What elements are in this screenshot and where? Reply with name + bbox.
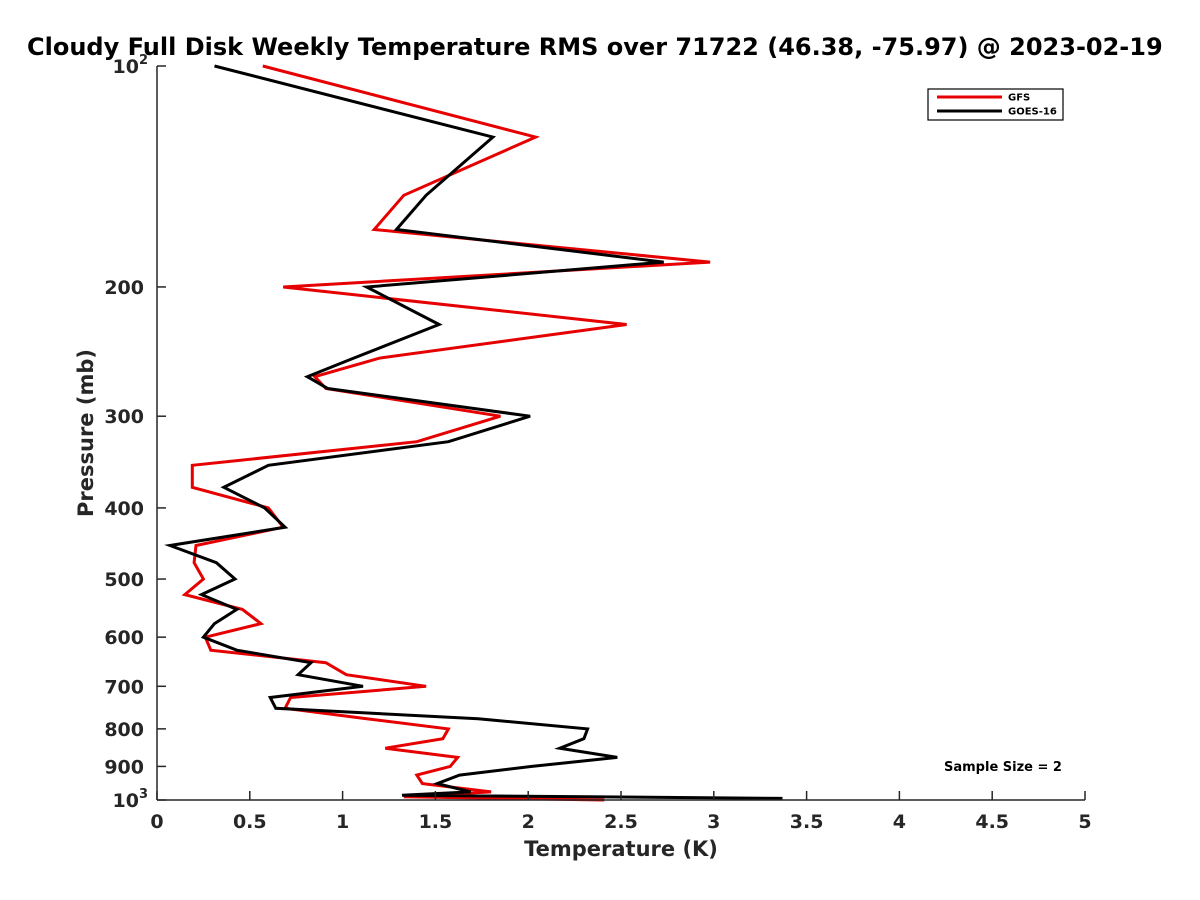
y-tick-label: 900 — [104, 756, 144, 778]
x-tick-label: 3.5 — [790, 811, 824, 833]
x-tick-label: 1.5 — [419, 811, 453, 833]
y-tick-label: 103 — [113, 787, 149, 812]
x-tick-label: 4.5 — [975, 811, 1009, 833]
y-tick-label: 600 — [104, 627, 144, 649]
x-axis-label: Temperature (K) — [524, 837, 718, 861]
x-tick-label: 3 — [707, 811, 720, 833]
legend-box — [927, 88, 1064, 121]
legend: GFS GOES-16 — [927, 88, 1064, 121]
series-line-gfs — [181, 64, 711, 802]
plot-lines — [164, 64, 783, 802]
x-axis-ticks: 0 0.5 1 1.5 2 2.5 3 3.5 4 4.5 5 — [150, 791, 1092, 833]
y-axis-ticks: 102 200 300 400 500 600 700 800 900 103 — [104, 53, 166, 812]
y-tick-label: 500 — [104, 569, 144, 591]
sample-size-annotation: Sample Size = 2 — [944, 760, 1062, 775]
x-tick-label: 5 — [1078, 811, 1091, 833]
y-axis-label: Pressure (mb) — [74, 349, 98, 517]
x-tick-label: 4 — [893, 811, 906, 833]
y-tick-label: 400 — [104, 498, 144, 520]
y-tick-label: 800 — [104, 719, 144, 741]
x-tick-label: 1 — [336, 811, 349, 833]
y-tick-label: 700 — [104, 676, 144, 698]
x-tick-label: 0.5 — [233, 811, 267, 833]
legend-label-goes-16: GOES-16 — [1008, 107, 1057, 118]
series-line-goes-16 — [164, 64, 783, 800]
x-tick-label: 0 — [150, 811, 163, 833]
y-tick-label: 300 — [104, 406, 144, 428]
y-tick-label: 102 — [113, 53, 149, 78]
x-tick-label: 2 — [522, 811, 535, 833]
legend-label-gfs: GFS — [1008, 93, 1030, 104]
chart-title: Cloudy Full Disk Weekly Temperature RMS … — [27, 33, 1163, 61]
x-tick-label: 2.5 — [604, 811, 638, 833]
y-tick-label: 200 — [104, 277, 144, 299]
